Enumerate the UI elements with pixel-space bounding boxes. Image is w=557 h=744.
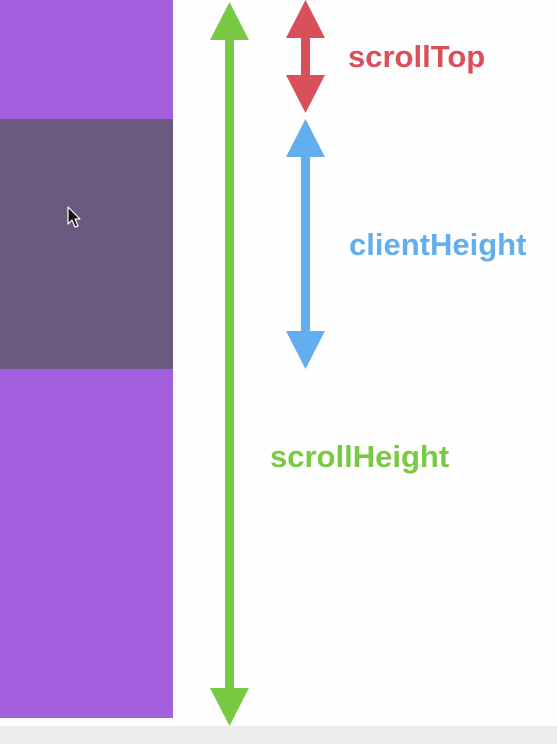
client-height-label: clientHeight [349, 227, 527, 262]
client-height-arrow [286, 119, 325, 369]
scroll-height-arrow [210, 2, 249, 726]
scroll-top-arrow [286, 0, 325, 113]
scroll-top-label: scrollTop [348, 39, 486, 74]
mouse-pointer-icon [67, 206, 81, 228]
visible-viewport-block [0, 119, 173, 369]
scroll-height-label: scrollHeight [270, 439, 450, 474]
